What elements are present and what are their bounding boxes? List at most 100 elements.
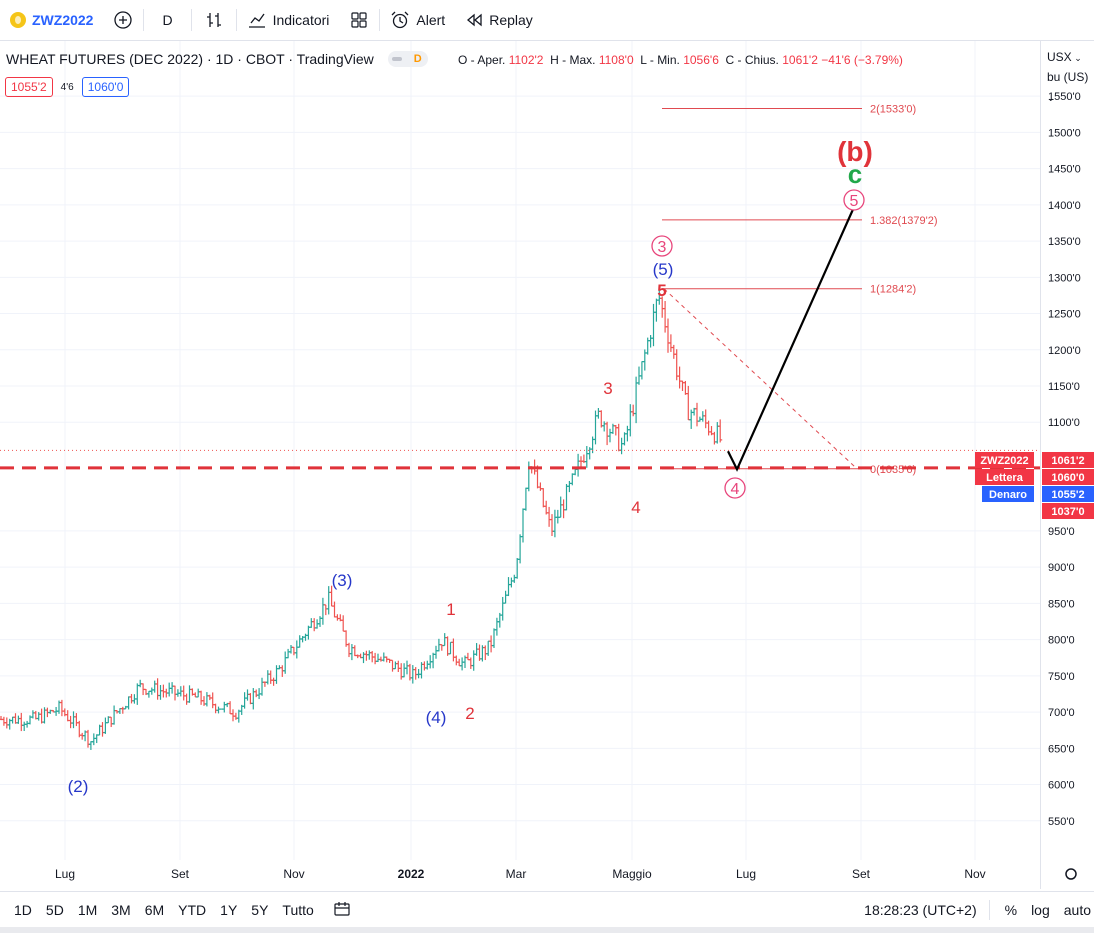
price-bar — [483, 645, 488, 661]
spread-value: 4'6 — [60, 81, 74, 93]
price-axis-label: 1150'0 — [1048, 381, 1080, 393]
price-bar — [396, 660, 401, 673]
alarm-clock-icon — [390, 10, 410, 30]
indicators-button[interactable]: Indicatori — [237, 0, 340, 40]
chart-canvas[interactable]: Lug Set Nov 2022 Mar Maggio Lug Set Nov 2(1533'0… — [0, 41, 1040, 889]
range-button-6m[interactable]: 6M — [144, 902, 165, 918]
price-bar — [431, 652, 436, 669]
low-label: L - Min. — [640, 53, 680, 67]
price-axis-label: 600'0 — [1048, 780, 1075, 792]
price-bar — [126, 696, 131, 710]
sell-price-box[interactable]: 1055'2 — [5, 77, 53, 97]
price-bar — [625, 425, 630, 442]
price-bar — [555, 509, 560, 524]
range-button-1y[interactable]: 1Y — [220, 902, 238, 918]
price-bar — [204, 692, 209, 707]
price-bar — [677, 366, 682, 389]
price-bar — [703, 409, 708, 429]
price-bar — [494, 617, 499, 636]
range-button-5y[interactable]: 5Y — [251, 902, 269, 918]
price-bar — [599, 410, 604, 428]
price-bar — [268, 670, 273, 684]
price-bar — [71, 711, 76, 729]
range-button-1m[interactable]: 1M — [77, 902, 98, 918]
price-tag-name-bg — [982, 486, 1034, 502]
market-status-badge[interactable]: D — [387, 51, 428, 67]
chart-pane[interactable]: Lug Set Nov 2022 Mar Maggio Lug Set Nov 2(1533'0… — [0, 41, 1040, 889]
currency-selector[interactable]: USX ⌄ bu (US) ⌄ — [1047, 48, 1094, 108]
buy-price-box[interactable]: 1060'0 — [81, 77, 130, 97]
bars-chart-icon — [206, 13, 221, 27]
compare-button[interactable] — [103, 0, 143, 40]
top-toolbar: ZWZ2022 D Indicatori Alert Replay — [0, 0, 1094, 41]
price-bar — [309, 618, 314, 628]
chart-type-button[interactable] — [192, 0, 236, 40]
price-axis[interactable]: 1550'0 1500'0 1450'0 1400'0 1350'0 1300'0 1250… — [1040, 41, 1094, 889]
wave-label-red: 5 — [657, 281, 666, 300]
price-bar — [323, 604, 328, 616]
wave-label-blue: (5) — [653, 260, 674, 279]
price-bar — [715, 422, 720, 444]
price-bar — [457, 658, 462, 667]
range-button-ytd[interactable]: YTD — [178, 902, 207, 918]
price-bar — [451, 638, 456, 662]
high-value: 1108'0 — [598, 53, 634, 67]
range-button-tutto[interactable]: Tutto — [282, 902, 314, 918]
price-bar — [376, 653, 380, 663]
price-bar — [16, 715, 21, 724]
range-button-5d[interactable]: 5D — [45, 902, 64, 918]
wave-label-circled: 4 — [731, 481, 740, 498]
layouts-button[interactable] — [339, 0, 379, 40]
price-bar — [1, 716, 6, 726]
bottom-strip — [0, 927, 1094, 933]
auto-scale-toggle[interactable]: auto — [1063, 902, 1091, 918]
wave-label-blue: (4) — [426, 708, 447, 727]
price-bar — [492, 628, 496, 648]
wave-label-red: 3 — [603, 379, 612, 398]
price-bar — [706, 420, 711, 436]
symbol-search[interactable]: ZWZ2022 — [0, 0, 103, 40]
price-bar — [378, 656, 383, 662]
open-label: O - Aper. — [458, 53, 506, 67]
price-bar — [352, 645, 357, 657]
price-bar — [254, 689, 259, 698]
price-bar — [332, 601, 337, 618]
wave-label-red: 4 — [631, 498, 640, 517]
close-value: 1061'2 — [782, 53, 818, 67]
price-bar — [312, 618, 317, 632]
time-axis-label: Mar — [506, 867, 527, 881]
price-tag-name-bg — [975, 469, 1034, 485]
range-button-1d[interactable]: 1D — [14, 902, 32, 918]
price-bar — [364, 650, 369, 661]
alert-button[interactable]: Alert — [380, 0, 455, 40]
price-bar — [616, 423, 621, 452]
price-tag-value: 1061'2 — [1051, 455, 1084, 467]
date-range-icon[interactable] — [333, 901, 351, 920]
instrument-title[interactable]: WHEAT FUTURES (DEC 2022) · 1D · CBOT · T… — [6, 51, 374, 67]
price-axis-label: 1550'0 — [1048, 91, 1081, 103]
price-bar — [448, 641, 453, 655]
log-scale-toggle[interactable]: log — [1031, 902, 1050, 918]
replay-button[interactable]: Replay — [455, 0, 543, 40]
price-bar — [663, 300, 668, 333]
price-bar — [129, 693, 134, 704]
range-button-3m[interactable]: 3M — [111, 902, 131, 918]
price-bar — [550, 514, 554, 537]
wave-label-blue: (3) — [332, 571, 353, 590]
price-bar — [283, 651, 288, 674]
price-bar — [454, 655, 459, 666]
time-axis-label: Set — [852, 867, 871, 881]
percent-scale-toggle[interactable]: % — [1004, 902, 1018, 918]
price-tag-name: Lettera — [986, 472, 1024, 484]
price-bar — [425, 660, 430, 670]
price-bar — [173, 685, 177, 701]
interval-button[interactable]: D — [144, 0, 190, 40]
toolbar-separator — [235, 9, 237, 31]
price-axis-label: 1400'0 — [1048, 200, 1081, 212]
time-axis-label: Nov — [283, 867, 304, 881]
price-bar — [648, 335, 653, 348]
toolbar-separator — [190, 9, 192, 31]
clock-display[interactable]: 18:28:23 (UTC+2) — [864, 902, 977, 918]
price-tag-name: Denaro — [989, 489, 1027, 501]
price-axis-label: 1500'0 — [1048, 127, 1081, 139]
